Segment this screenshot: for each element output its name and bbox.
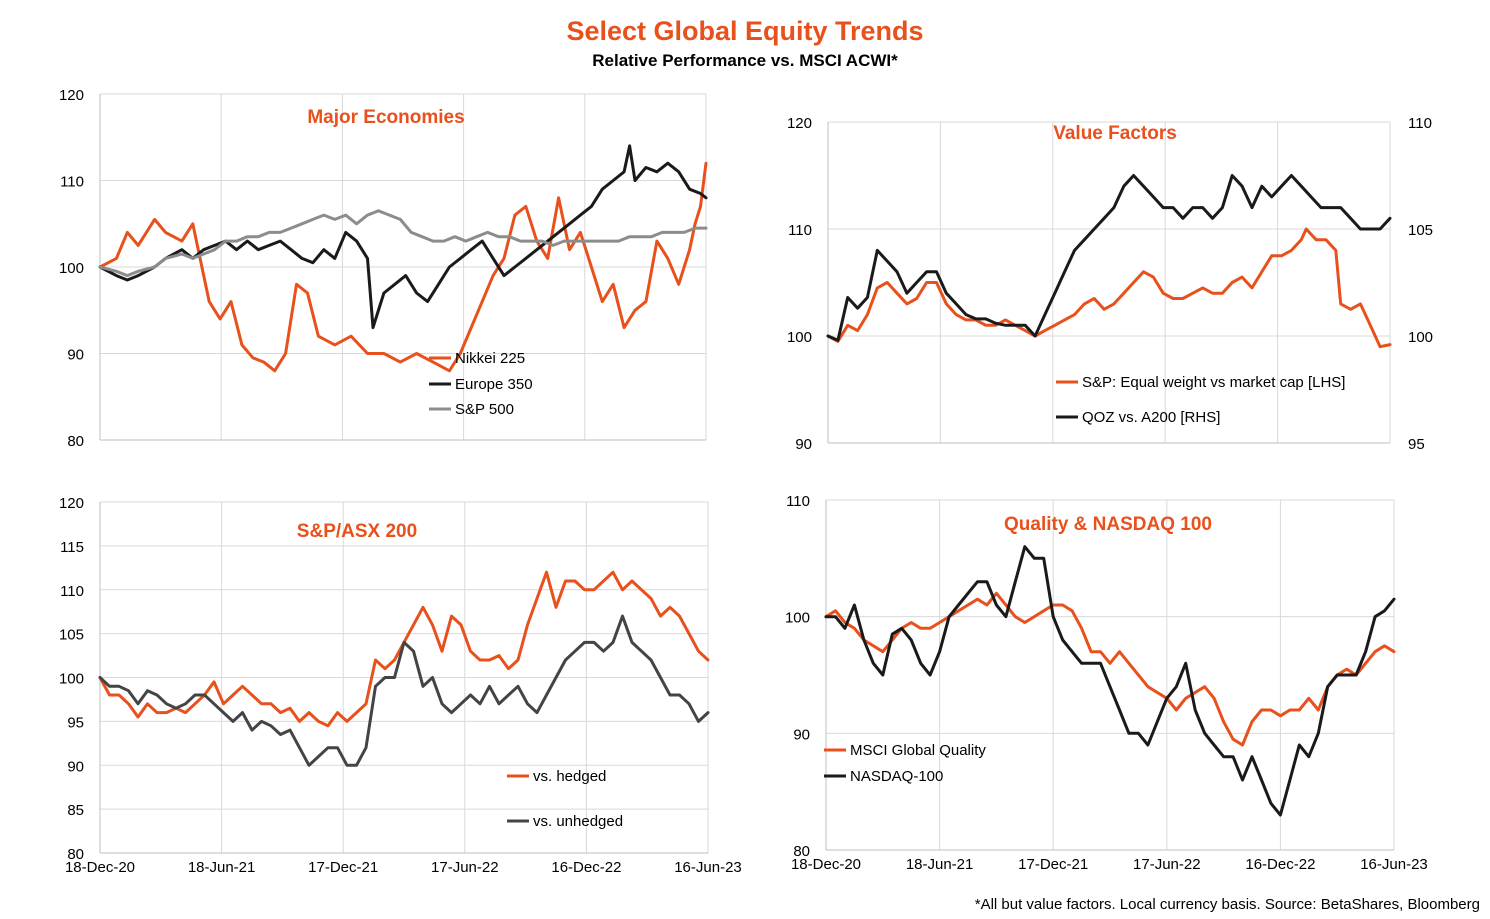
x-tick-label: 17-Dec-21	[307, 0, 377, 4]
y-tick-label: 90	[67, 758, 84, 775]
y-tick-label: 110	[60, 583, 84, 600]
y-tick-label: 80	[793, 843, 810, 860]
panel-1: 80 90 100 110 120 18-Dec-20 18-Jun-21 17-Dec-21…	[59, 0, 740, 450]
legend-label: S&P 500	[455, 401, 514, 418]
x-tick-label: 16-Dec-22	[1245, 856, 1315, 873]
y-tick-label: 90	[793, 726, 810, 743]
x-tick-label: 18-Jun-21	[187, 0, 255, 4]
y-tick-label: 95	[67, 714, 84, 731]
x-tick-label: 17-Dec-21	[1018, 856, 1088, 873]
y-tick-label: 100	[787, 329, 812, 346]
y-tick-label: 80	[67, 846, 84, 863]
y2-tick-label: 105	[1408, 222, 1433, 239]
x-tick-label: 18-Dec-20	[65, 0, 135, 4]
y-tick-label: 80	[67, 433, 84, 450]
panel-title: Quality & NASDAQ 100	[1004, 514, 1212, 535]
legend-label: vs. unhedged	[533, 813, 623, 830]
y-tick-label: 105	[59, 627, 84, 644]
y2-tick-label: 100	[1408, 329, 1433, 346]
series-line-1	[98, 161, 708, 373]
y-tick-label: 120	[787, 115, 812, 132]
x-tick-label: 18-Jun-21	[906, 856, 974, 873]
legend-label: MSCI Global Quality	[850, 742, 986, 759]
panel-4: 80 90 100 110 18-Dec-20 18-Jun-21 17-Dec-21 17-…	[785, 493, 1428, 873]
y-tick-label: 110	[60, 174, 84, 191]
legend-label: Europe 350	[455, 376, 533, 393]
series-line-1	[98, 570, 710, 728]
series-line-1	[824, 591, 1396, 747]
y-tick-label: 110	[786, 493, 810, 510]
y-tick-label: 100	[785, 610, 810, 627]
x-tick-label: 17-Jun-22	[430, 0, 498, 4]
panel-2: 90 100 110 120 95 100 105 110 S&P: Equal weight …	[787, 115, 1433, 453]
series-line-2	[98, 614, 710, 767]
y-tick-label: 110	[788, 222, 812, 239]
footnote: *All but value factors. Local currency b…	[974, 896, 1480, 913]
series-line-2	[826, 174, 1392, 342]
chart-title: Select Global Equity Trends	[566, 16, 924, 46]
panel-title: Major Economies	[307, 107, 464, 128]
series-line-2	[98, 144, 708, 330]
y-tick-label: 90	[795, 436, 812, 453]
x-tick-label: 16-Jun-23	[674, 859, 742, 876]
y-tick-label: 90	[67, 347, 84, 364]
series-line-2	[824, 545, 1396, 817]
x-tick-label: 18-Jun-21	[188, 859, 256, 876]
y-tick-label: 85	[67, 802, 84, 819]
y-tick-label: 120	[59, 87, 84, 104]
legend-label: vs. hedged	[533, 768, 606, 785]
x-tick-label: 16-Jun-23	[1360, 856, 1428, 873]
series-line-1	[826, 227, 1392, 349]
y-tick-label: 100	[59, 671, 84, 688]
y-tick-label: 115	[60, 539, 84, 556]
panel-title: Value Factors	[1053, 123, 1177, 144]
legend-label: NASDAQ-100	[850, 768, 943, 785]
y-tick-label: 100	[59, 260, 84, 277]
panel-title: S&P/ASX 200	[297, 521, 417, 542]
x-tick-label: 18-Dec-20	[65, 859, 135, 876]
y2-tick-label: 110	[1408, 115, 1432, 132]
x-tick-label: 16-Jun-23	[672, 0, 740, 4]
panel-3: 80 85 90 95 100 105 110 115 120 18-Dec-20 18-Jun-2…	[59, 495, 742, 876]
x-tick-label: 17-Dec-21	[308, 859, 378, 876]
x-tick-label: 18-Dec-20	[791, 856, 861, 873]
series-line-3	[98, 209, 708, 278]
x-tick-label: 17-Jun-22	[431, 859, 499, 876]
x-tick-label: 17-Jun-22	[1133, 856, 1201, 873]
x-tick-label: 16-Dec-22	[550, 0, 620, 4]
legend-label: QOZ vs. A200 [RHS]	[1082, 409, 1220, 426]
legend-label: Nikkei 225	[455, 350, 525, 367]
y-tick-label: 120	[59, 495, 84, 512]
chart-subtitle: Relative Performance vs. MSCI ACWI*	[592, 51, 898, 70]
x-tick-label: 16-Dec-22	[551, 859, 621, 876]
legend-label: S&P: Equal weight vs market cap [LHS]	[1082, 374, 1345, 391]
y2-tick-label: 95	[1408, 436, 1425, 453]
